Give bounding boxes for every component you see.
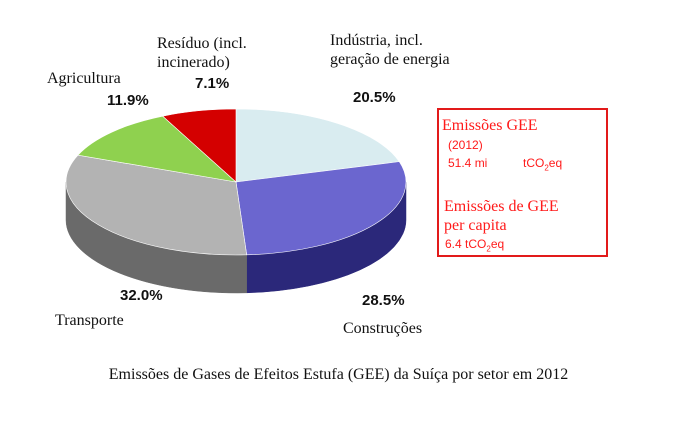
slice-name-label-0: Indústria, incl. geração de energia [330,32,450,68]
pie-tops [65,108,407,256]
info-box-per-capita-value: 6.4 tCO2eq [445,237,505,254]
slice-percent-label-2: 32.0% [120,287,163,304]
slice-name-label-2: Transporte [55,312,124,329]
info-box-per-capita-line1: Emissões de GEE [444,198,559,215]
pie-labels: 20.5% Indústria, incl. geração de energia 2… [47,32,450,337]
pie-slice-0 [235,108,400,183]
slice-percent-label-3: 11.9% [107,92,149,109]
emissions-info-box: Emissões GEE (2012) 51.4 mi tCO2eq Emiss… [437,108,608,257]
pie-slice-3 [77,115,237,183]
pie-slice-1 [235,161,407,256]
slice-name-label-3: Agricultura [47,70,121,87]
slice-percent-label-0: 20.5% [353,89,396,106]
info-box-title: Emissões GEE [442,117,538,134]
info-box-total-value: 51.4 mi [448,156,488,170]
pie-slice-2 [65,154,248,256]
pie-slice-4 [162,108,237,183]
slice-percent-label-1: 28.5% [362,292,405,309]
info-box-per-capita-line2: per capita [444,217,507,234]
slice-name-label-1: Construções [343,320,422,337]
info-box-total-unit: tCO2eq [523,156,563,173]
chart-caption: Emissões de Gases de Efeitos Estufa (GEE… [108,366,569,383]
slice-name-label-4: Resíduo (incl. incinerado) [157,35,247,71]
slice-percent-label-4: 7.1% [195,75,229,92]
info-box-year: (2012) [448,138,483,152]
